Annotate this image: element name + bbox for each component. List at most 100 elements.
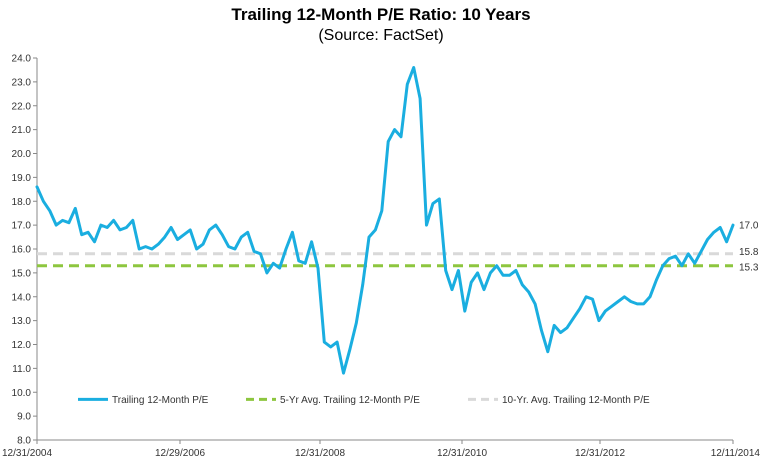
pe-data-point: [668, 257, 670, 260]
pe-data-point: [93, 241, 96, 243]
pe-data-point: [291, 231, 294, 234]
pe-data-point: [393, 128, 396, 131]
pe-data-point: [489, 272, 492, 274]
pe-data-point: [49, 210, 51, 212]
pe-data-point: [240, 236, 243, 238]
pe-data-point: [508, 274, 511, 277]
pe-data-point: [329, 346, 332, 348]
pe-data-point: [706, 238, 709, 241]
y-tick-label: 23.0: [12, 77, 32, 88]
pe-data-point: [457, 269, 460, 272]
pe-data-point: [234, 248, 236, 250]
end-labels: 17.0 15.8 15.3: [739, 221, 759, 274]
pe-data-point: [419, 97, 421, 100]
pe-data-point: [700, 250, 702, 253]
pe-data-point: [278, 267, 281, 269]
pe-data-point: [617, 300, 619, 303]
y-tick-label: 9.0: [17, 412, 31, 423]
y-tick-label: 19.0: [12, 173, 32, 184]
pe-data-point: [336, 341, 338, 343]
pe-data-point: [227, 245, 230, 248]
pe-data-point: [80, 233, 83, 236]
pe-end-label: 17.0: [739, 221, 759, 232]
pe-data-point: [170, 226, 172, 229]
pe-data-point: [566, 327, 568, 329]
pe-data-point: [125, 226, 128, 229]
y-tick-label: 21.0: [12, 125, 32, 136]
pe-data-point: [119, 229, 121, 231]
pe-data-point: [55, 224, 57, 226]
pe-data-point: [349, 348, 351, 351]
pe-data-point: [406, 83, 409, 86]
pe-data-point: [310, 241, 313, 243]
pe-data-point: [323, 341, 326, 343]
chart-title: Trailing 12-Month P/E Ratio: 10 Years: [231, 5, 531, 24]
x-tick-label: 12/31/2010: [437, 448, 487, 459]
pe-data-point: [495, 264, 498, 267]
pe-data-point: [725, 241, 728, 243]
pe-data-point: [451, 288, 453, 291]
pe-data-point: [470, 281, 473, 284]
y-tick-label: 15.0: [12, 268, 32, 279]
pe-data-point: [285, 248, 287, 250]
pe-data-point: [374, 229, 377, 231]
y-tick-label: 13.0: [12, 316, 32, 327]
pe-data-point: [521, 284, 524, 286]
pe-data-point: [476, 272, 479, 274]
pe-data-point: [713, 231, 715, 234]
pe-data-point: [553, 324, 555, 327]
pe-data-point: [502, 274, 504, 277]
pe-data-point: [630, 300, 632, 303]
y-tick-label: 8.0: [17, 436, 31, 447]
pe-data-point: [649, 296, 651, 298]
pe-data-point: [304, 262, 307, 265]
pe-data-point: [400, 136, 402, 138]
pe-data-point: [112, 219, 115, 222]
pe-data-point: [298, 260, 300, 262]
pe-data-point: [163, 236, 166, 238]
pe-data-point: [387, 140, 390, 143]
pe-data-point: [157, 243, 160, 245]
y-tick-label: 20.0: [12, 149, 32, 160]
y-tick-label: 24.0: [12, 54, 32, 65]
pe-data-point: [42, 200, 45, 203]
pe-data-point: [87, 231, 89, 234]
pe-data-point: [272, 262, 275, 265]
pe-data-point: [444, 269, 447, 272]
y-tick-label: 17.0: [12, 221, 32, 232]
pe-data-point: [36, 186, 38, 188]
x-tick-label: 12/31/2008: [295, 448, 345, 459]
pe-data-point: [515, 269, 517, 272]
chart-axes: 8.0 9.0 10.0 11.0 12.0 13.0 14.0 15.0 16.0 17.0 18…: [2, 54, 760, 460]
pe-data-point: [317, 267, 319, 269]
pe-data-point: [132, 219, 134, 222]
pe-data-point: [719, 226, 721, 229]
pe-data-point: [579, 307, 581, 310]
pe-data-point: [259, 253, 262, 255]
pe-data-point: [674, 255, 677, 257]
pe-data-point: [732, 224, 734, 226]
pe-data-point: [342, 372, 345, 374]
pe-data-point: [176, 238, 179, 241]
pe-data-point: [355, 322, 358, 324]
pe-data-point: [610, 305, 613, 308]
pe-data-point: [559, 331, 562, 334]
legend-ten-year-label: 10-Yr. Avg. Trailing 12-Month P/E: [502, 395, 650, 406]
pe-data-point: [527, 291, 530, 293]
pe-data-point: [464, 310, 466, 312]
pe-data-point: [572, 317, 575, 320]
legend-five-year-label: 5-Yr Avg. Trailing 12-Month P/E: [280, 395, 420, 406]
average-lines: [37, 252, 733, 268]
pe-data-point: [642, 303, 645, 305]
pe-data-point: [655, 279, 658, 281]
y-tick-label: 10.0: [12, 388, 32, 399]
chart-legend: Trailing 12-Month P/E 5-Yr Avg. Trailing …: [78, 395, 650, 406]
pe-data-point: [208, 229, 211, 231]
pe-data-point: [412, 66, 415, 69]
pe-data-point: [681, 264, 683, 267]
pe-data-point: [361, 284, 364, 286]
pe-data-point: [215, 224, 217, 226]
pe-data-point: [202, 243, 204, 245]
ten-year-end-label: 15.8: [739, 247, 759, 258]
